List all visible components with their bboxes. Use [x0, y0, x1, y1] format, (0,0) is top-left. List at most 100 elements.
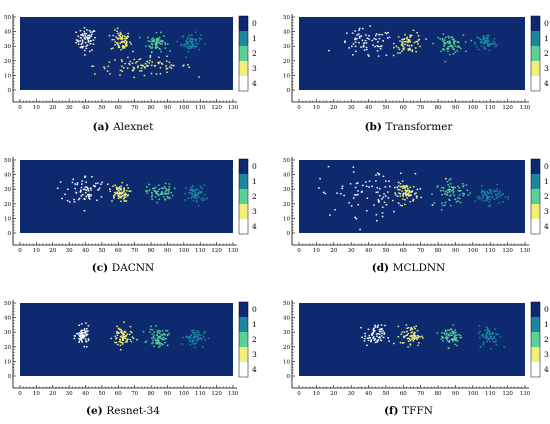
data-point — [377, 341, 379, 342]
data-point — [459, 198, 461, 199]
data-point — [324, 193, 326, 194]
colorbar-segment — [531, 204, 540, 219]
data-point — [410, 192, 412, 193]
data-point — [165, 188, 167, 189]
data-point — [359, 36, 361, 37]
data-point — [419, 336, 421, 337]
data-point — [199, 38, 201, 39]
data-point — [490, 332, 492, 333]
data-point — [158, 57, 160, 58]
colorbar-segment — [531, 31, 540, 46]
data-point — [362, 185, 364, 186]
data-point — [158, 336, 160, 337]
data-point — [377, 340, 379, 341]
data-point — [450, 332, 452, 333]
data-point — [164, 334, 166, 335]
data-point — [202, 200, 204, 201]
data-point — [407, 333, 409, 334]
data-point — [496, 191, 498, 192]
data-point — [382, 207, 384, 208]
data-point — [80, 37, 82, 38]
data-point — [82, 330, 84, 331]
x-tick-label: 20 — [49, 248, 56, 254]
data-point — [196, 336, 198, 337]
data-point — [125, 338, 127, 339]
data-point — [412, 200, 414, 201]
caption-letter: (f) — [384, 405, 402, 417]
data-point — [406, 197, 408, 198]
y-tick-label: 40 — [4, 173, 11, 179]
data-point — [184, 199, 186, 200]
data-point — [119, 196, 121, 197]
data-point — [185, 57, 187, 58]
data-point — [453, 335, 455, 336]
data-point — [492, 193, 494, 194]
data-point — [91, 66, 93, 67]
data-point — [183, 44, 185, 45]
x-tick-label: 60 — [115, 105, 122, 111]
data-point — [122, 339, 124, 340]
data-point — [156, 191, 158, 192]
data-point — [151, 61, 153, 62]
data-point — [353, 43, 355, 44]
data-point — [157, 335, 159, 336]
data-point — [500, 336, 502, 337]
data-point — [445, 191, 447, 192]
data-point — [197, 332, 199, 333]
data-point — [407, 346, 409, 347]
data-point — [489, 44, 491, 45]
data-point — [186, 46, 188, 47]
data-point — [362, 40, 364, 41]
data-point — [198, 76, 200, 77]
data-point — [203, 331, 205, 332]
data-point — [405, 335, 407, 336]
data-point — [124, 42, 126, 43]
data-point — [140, 58, 142, 59]
data-point — [75, 42, 77, 43]
data-point — [369, 181, 371, 182]
x-tick-label: 120 — [502, 105, 513, 111]
x-tick-label: 90 — [452, 105, 459, 111]
data-point — [192, 341, 194, 342]
data-point — [123, 191, 125, 192]
data-point — [160, 73, 162, 74]
data-point — [366, 42, 368, 43]
x-tick-label: 80 — [148, 391, 155, 397]
data-point — [111, 39, 113, 40]
data-point — [72, 182, 74, 183]
data-point — [121, 61, 123, 62]
data-point — [486, 341, 488, 342]
data-point — [409, 336, 411, 337]
data-point — [126, 184, 128, 185]
data-point — [386, 33, 388, 34]
data-point — [125, 63, 127, 64]
data-point — [158, 346, 160, 347]
data-point — [378, 55, 380, 56]
x-tick-label: 20 — [49, 391, 56, 397]
colorbar-segment — [531, 189, 540, 204]
data-point — [484, 190, 486, 191]
x-tick-label: 60 — [400, 391, 407, 397]
data-point — [117, 192, 119, 193]
data-point — [494, 38, 496, 39]
data-point — [403, 192, 405, 193]
data-point — [378, 201, 380, 202]
x-tick-label: 100 — [179, 391, 190, 397]
data-point — [86, 190, 88, 191]
data-point — [452, 338, 454, 339]
data-point — [381, 335, 383, 336]
x-tick-label: 0 — [18, 105, 22, 111]
data-point — [447, 46, 449, 47]
data-point — [187, 37, 189, 38]
colorbar-segment — [531, 219, 540, 234]
data-point — [113, 197, 115, 198]
data-point — [486, 336, 488, 337]
data-point — [193, 190, 195, 191]
data-point — [490, 190, 492, 191]
data-point — [489, 341, 491, 342]
data-point — [490, 348, 492, 349]
y-tick-label: 30 — [283, 187, 290, 193]
data-point — [149, 331, 151, 332]
data-point — [78, 338, 80, 339]
data-point — [376, 33, 378, 34]
